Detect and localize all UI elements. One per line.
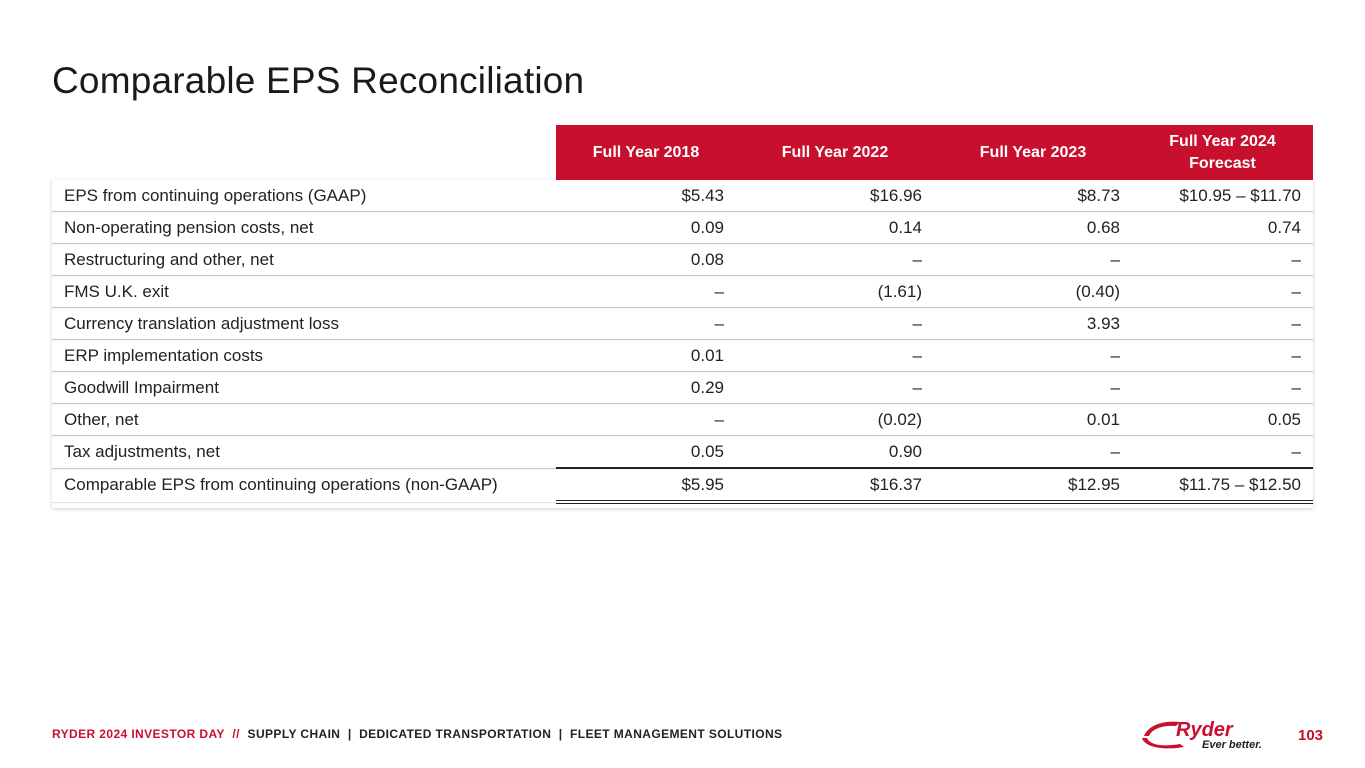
header-fy2024-line2: Forecast xyxy=(1189,154,1256,172)
table-total-row: Comparable EPS from continuing operation… xyxy=(52,468,1313,504)
page-title: Comparable EPS Reconciliation xyxy=(52,60,585,101)
cell-fy2018: – xyxy=(556,307,736,340)
cell-fy2023: (0.40) xyxy=(934,275,1132,308)
cell-fy2024: – xyxy=(1132,339,1313,372)
cell-fy2024: – xyxy=(1132,243,1313,276)
total-fy2022: $16.37 xyxy=(736,468,934,504)
row-label: FMS U.K. exit xyxy=(52,275,556,308)
cell-fy2022: (0.02) xyxy=(736,403,934,436)
row-label: Restructuring and other, net xyxy=(52,243,556,276)
cell-fy2024: – xyxy=(1132,275,1313,308)
row-label: Non-operating pension costs, net xyxy=(52,211,556,244)
cell-fy2023: – xyxy=(934,371,1132,404)
row-label: Currency translation adjustment loss xyxy=(52,307,556,340)
table-row: Restructuring and other, net 0.08 – – – xyxy=(52,243,1313,276)
header-fy2023: Full Year 2023 xyxy=(934,125,1132,180)
cell-fy2018: – xyxy=(556,275,736,308)
total-fy2024: $11.75 – $12.50 xyxy=(1132,468,1313,504)
cell-fy2018: 0.01 xyxy=(556,339,736,372)
eps-reconciliation-table: Full Year 2018 Full Year 2022 Full Year … xyxy=(52,125,1313,504)
footer-separator: // xyxy=(232,727,240,741)
logo-swoosh-top xyxy=(1144,721,1180,736)
total-fy2023: $12.95 xyxy=(934,468,1132,504)
table-row: ERP implementation costs 0.01 – – – xyxy=(52,339,1313,372)
row-label: Other, net xyxy=(52,403,556,436)
cell-fy2024: $10.95 – $11.70 xyxy=(1132,180,1313,212)
page-number: 103 xyxy=(1298,727,1324,744)
cell-fy2018: 0.09 xyxy=(556,211,736,244)
ryder-logo: Ryder Ever better. xyxy=(1142,719,1262,751)
table-row: Currency translation adjustment loss – –… xyxy=(52,307,1313,340)
table-row: Non-operating pension costs, net 0.09 0.… xyxy=(52,211,1313,244)
row-label: ERP implementation costs xyxy=(52,339,556,372)
table-row: FMS U.K. exit – (1.61) (0.40) – xyxy=(52,275,1313,308)
cell-fy2018: – xyxy=(556,403,736,436)
cell-fy2018: 0.29 xyxy=(556,371,736,404)
footer: RYDER 2024 INVESTOR DAY // SUPPLY CHAIN … xyxy=(52,727,782,741)
cell-fy2018: 0.05 xyxy=(556,435,736,469)
header-blank-cell xyxy=(52,125,556,180)
logo-wordmark: Ryder xyxy=(1176,719,1234,741)
logo-swoosh-bottom xyxy=(1142,738,1184,749)
cell-fy2023: 0.68 xyxy=(934,211,1132,244)
cell-fy2022: (1.61) xyxy=(736,275,934,308)
header-fy2024-line1: Full Year 2024 xyxy=(1169,132,1276,150)
table-header-row: Full Year 2018 Full Year 2022 Full Year … xyxy=(52,125,1313,180)
cell-fy2024: – xyxy=(1132,307,1313,340)
cell-fy2022: – xyxy=(736,243,934,276)
cell-fy2023: – xyxy=(934,435,1132,469)
row-label: Goodwill Impairment xyxy=(52,371,556,404)
cell-fy2022: – xyxy=(736,307,934,340)
cell-fy2024: 0.74 xyxy=(1132,211,1313,244)
cell-fy2022: – xyxy=(736,371,934,404)
cell-fy2022: 0.90 xyxy=(736,435,934,469)
header-fy2018: Full Year 2018 xyxy=(556,125,736,180)
cell-fy2018: 0.08 xyxy=(556,243,736,276)
cell-fy2023: – xyxy=(934,339,1132,372)
cell-fy2023: – xyxy=(934,243,1132,276)
cell-fy2024: – xyxy=(1132,371,1313,404)
cell-fy2023: 0.01 xyxy=(934,403,1132,436)
total-fy2018: $5.95 xyxy=(556,468,736,504)
logo-tagline: Ever better. xyxy=(1202,739,1262,751)
table-row: Other, net – (0.02) 0.01 0.05 xyxy=(52,403,1313,436)
cell-fy2022: – xyxy=(736,339,934,372)
cell-fy2024: 0.05 xyxy=(1132,403,1313,436)
row-label: Tax adjustments, net xyxy=(52,435,556,469)
header-fy2022: Full Year 2022 xyxy=(736,125,934,180)
footer-divisions: SUPPLY CHAIN | DEDICATED TRANSPORTATION … xyxy=(247,727,783,741)
cell-fy2024: – xyxy=(1132,435,1313,469)
cell-fy2023: $8.73 xyxy=(934,180,1132,212)
cell-fy2018: $5.43 xyxy=(556,180,736,212)
table-row: EPS from continuing operations (GAAP) $5… xyxy=(52,180,1313,212)
header-fy2024-forecast: Full Year 2024 Forecast xyxy=(1132,125,1313,180)
footer-brand: RYDER 2024 INVESTOR DAY xyxy=(52,727,225,741)
cell-fy2023: 3.93 xyxy=(934,307,1132,340)
table-row: Goodwill Impairment 0.29 – – – xyxy=(52,371,1313,404)
total-row-label: Comparable EPS from continuing operation… xyxy=(52,468,556,503)
table-row: Tax adjustments, net 0.05 0.90 – – xyxy=(52,435,1313,469)
cell-fy2022: 0.14 xyxy=(736,211,934,244)
cell-fy2022: $16.96 xyxy=(736,180,934,212)
row-label: EPS from continuing operations (GAAP) xyxy=(52,180,556,212)
